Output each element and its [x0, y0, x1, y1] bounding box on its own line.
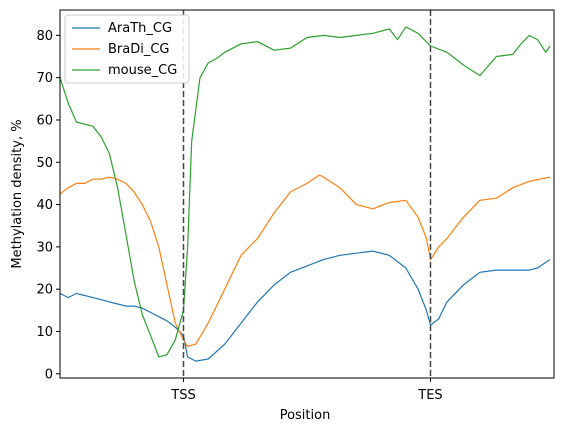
- plot-frame: [59, 9, 555, 379]
- y-tick-label: 10: [36, 325, 53, 340]
- y-tick-label: 0: [45, 367, 53, 382]
- y-tick-label: 20: [36, 283, 53, 298]
- y-axis-label: Methylation density, %: [10, 119, 25, 268]
- legend: AraTh_CG BraDi_CG mouse_CG: [64, 14, 190, 84]
- legend-label-bradi: BraDi_CG: [108, 42, 170, 57]
- y-tick-label: 40: [36, 198, 53, 213]
- y-tick-label: 30: [36, 240, 53, 255]
- series-line-arath-cg: [59, 250, 551, 362]
- legend-label-mouse: mouse_CG: [108, 63, 177, 78]
- x-tick-label: TSS: [170, 388, 195, 403]
- x-axis-label: Position: [280, 408, 331, 423]
- series-line-bradi-cg: [59, 174, 551, 347]
- y-axis-ticks: 0 10 20 30 40 50 60 70 80: [36, 29, 60, 382]
- series-lines: [59, 26, 551, 362]
- y-tick-label: 50: [36, 156, 53, 171]
- legend-box: [64, 14, 190, 84]
- y-tick-label: 70: [36, 71, 53, 86]
- vertical-markers: [182, 10, 432, 378]
- y-tick-label: 60: [36, 113, 53, 128]
- series-line-mouse-cg: [59, 26, 551, 358]
- y-tick-label: 80: [36, 29, 53, 44]
- x-axis-ticks: TSS TES: [170, 378, 443, 403]
- legend-label-arath: AraTh_CG: [108, 21, 172, 36]
- x-tick-label: TES: [417, 388, 442, 403]
